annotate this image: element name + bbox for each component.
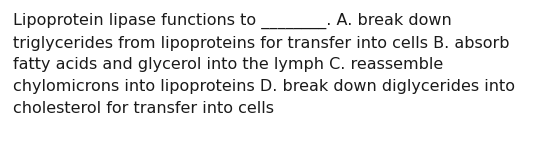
Text: Lipoprotein lipase functions to ________. A. break down
triglycerides from lipop: Lipoprotein lipase functions to ________… bbox=[13, 13, 515, 116]
